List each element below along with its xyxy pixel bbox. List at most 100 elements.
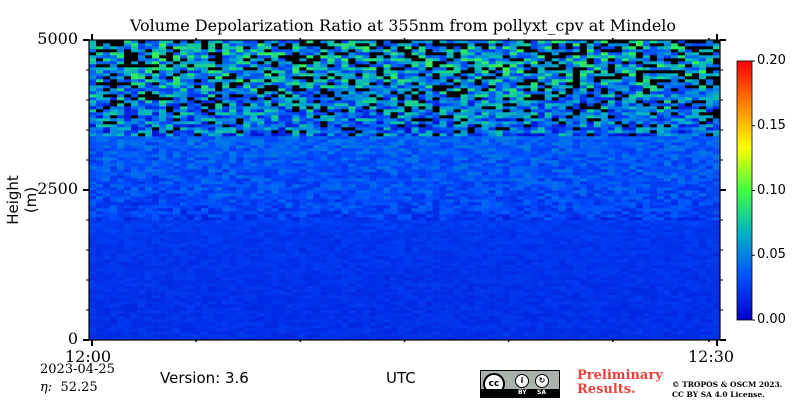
heatmap-cell [425, 88, 433, 92]
heatmap-cell [341, 127, 349, 131]
heatmap-cell [369, 334, 377, 338]
heatmap-cell [124, 325, 132, 329]
heatmap-cell [306, 55, 314, 59]
heatmap-cell [306, 187, 314, 191]
heatmap-cell [348, 190, 356, 194]
heatmap-cell [362, 184, 370, 188]
heatmap-cell [243, 250, 251, 254]
heatmap-cell [124, 274, 132, 278]
heatmap-cell [299, 271, 307, 275]
heatmap-cell [236, 160, 244, 164]
heatmap-cell [355, 85, 363, 89]
heatmap-cell [257, 262, 265, 266]
heatmap-cell [355, 247, 363, 251]
heatmap-cell [404, 193, 412, 197]
heatmap-cell [250, 58, 258, 62]
heatmap-cell [397, 256, 405, 260]
heatmap-cell [103, 295, 111, 299]
heatmap-cell [341, 214, 349, 218]
heatmap-cell [278, 316, 286, 320]
heatmap-cell [194, 331, 202, 335]
heatmap-cell [187, 262, 195, 266]
heatmap-cell [250, 331, 258, 335]
heatmap-cell [313, 208, 321, 212]
heatmap-cell [292, 307, 300, 311]
heatmap-cell [152, 226, 160, 230]
heatmap-cell [152, 154, 160, 158]
heatmap-cell [145, 199, 153, 203]
heatmap-cell [131, 208, 139, 212]
heatmap-cell [215, 64, 223, 68]
heatmap-cell [376, 196, 384, 200]
heatmap-cell [432, 328, 440, 332]
heatmap-cell [131, 154, 139, 158]
heatmap-cell [194, 205, 202, 209]
heatmap-cell [341, 244, 349, 248]
heatmap-cell [348, 88, 356, 92]
heatmap-cell [222, 226, 230, 230]
heatmap-cell [215, 211, 223, 215]
heatmap-cell [376, 109, 384, 113]
heatmap-cell [131, 61, 139, 65]
heatmap-cell [236, 304, 244, 308]
heatmap-cell [397, 223, 405, 227]
heatmap-cell [124, 124, 132, 128]
heatmap-cell [411, 307, 419, 311]
heatmap-cell [250, 154, 258, 158]
heatmap-cell [215, 229, 223, 233]
heatmap-cell [159, 166, 167, 170]
heatmap-cell [271, 196, 279, 200]
heatmap-cell [131, 184, 139, 188]
heatmap-cell [166, 112, 174, 116]
heatmap-cell [348, 298, 356, 302]
heatmap-cell [222, 274, 230, 278]
heatmap-cell [425, 139, 433, 143]
heatmap-cell [411, 52, 419, 56]
heatmap-cell [166, 148, 174, 152]
heatmap-cell [432, 190, 440, 194]
heatmap-cell [152, 202, 160, 206]
heatmap-cell [243, 274, 251, 278]
heatmap-cell [355, 169, 363, 173]
heatmap-cell [208, 334, 216, 338]
heatmap-cell [194, 262, 202, 266]
heatmap-cell [145, 70, 153, 74]
heatmap-cell [390, 331, 398, 335]
heatmap-cell [236, 193, 244, 197]
heatmap-cell [341, 100, 349, 104]
heatmap-cell [334, 172, 342, 176]
heatmap-cell [159, 331, 167, 335]
heatmap-cell [271, 52, 279, 56]
heatmap-cell [243, 286, 251, 290]
heatmap-cell [117, 175, 125, 179]
heatmap-cell [117, 109, 125, 113]
heatmap-cell [89, 88, 97, 92]
heatmap-cell [201, 334, 209, 338]
heatmap-cell [166, 310, 174, 314]
heatmap-cell [404, 235, 412, 239]
heatmap-cell [313, 157, 321, 161]
heatmap-cell [124, 316, 132, 320]
heatmap-cell [229, 79, 237, 83]
heatmap-cell [418, 82, 426, 86]
heatmap-cell [222, 238, 230, 242]
heatmap-cell [390, 283, 398, 287]
heatmap-cell [306, 250, 314, 254]
heatmap-cell [299, 160, 307, 164]
heatmap-cell [306, 115, 314, 119]
heatmap-cell [390, 139, 398, 143]
heatmap-cell [243, 196, 251, 200]
heatmap-cell [236, 256, 244, 260]
heatmap-cell [306, 202, 314, 206]
heatmap-cell [271, 205, 279, 209]
heatmap-cell [313, 148, 321, 152]
heatmap-cell [236, 76, 244, 80]
heatmap-cell [152, 52, 160, 56]
heatmap-cell [194, 157, 202, 161]
heatmap-cell [103, 169, 111, 173]
heatmap-cell [334, 187, 342, 191]
heatmap-cell [201, 76, 209, 80]
heatmap-cell [173, 331, 181, 335]
heatmap-cell [404, 217, 412, 221]
heatmap-cell [348, 67, 356, 71]
